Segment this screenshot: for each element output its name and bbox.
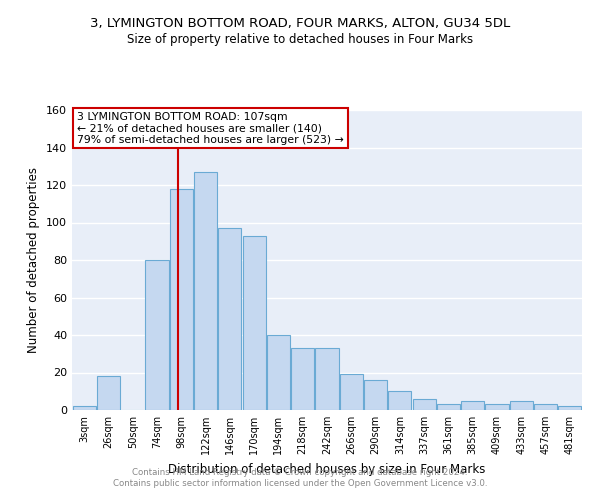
Bar [316,348,338,410]
Bar [437,404,460,410]
Bar [73,406,95,410]
Bar [485,404,509,410]
Bar [559,406,581,410]
Bar [461,400,484,410]
Text: 3 LYMINGTON BOTTOM ROAD: 107sqm
← 21% of detached houses are smaller (140)
79% o: 3 LYMINGTON BOTTOM ROAD: 107sqm ← 21% of… [77,112,344,144]
Bar [97,376,120,410]
Bar [218,228,241,410]
Bar [413,399,436,410]
Bar [267,335,290,410]
Bar [170,188,193,410]
Bar [510,400,533,410]
Y-axis label: Number of detached properties: Number of detached properties [28,167,40,353]
Text: Size of property relative to detached houses in Four Marks: Size of property relative to detached ho… [127,32,473,46]
X-axis label: Distribution of detached houses by size in Four Marks: Distribution of detached houses by size … [169,462,485,475]
Bar [534,404,557,410]
Bar [145,260,169,410]
Bar [291,348,314,410]
Text: Contains HM Land Registry data © Crown copyright and database right 2024.
Contai: Contains HM Land Registry data © Crown c… [113,468,487,487]
Text: 3, LYMINGTON BOTTOM ROAD, FOUR MARKS, ALTON, GU34 5DL: 3, LYMINGTON BOTTOM ROAD, FOUR MARKS, AL… [90,18,510,30]
Bar [194,172,217,410]
Bar [388,391,412,410]
Bar [340,374,363,410]
Bar [364,380,387,410]
Bar [242,236,266,410]
